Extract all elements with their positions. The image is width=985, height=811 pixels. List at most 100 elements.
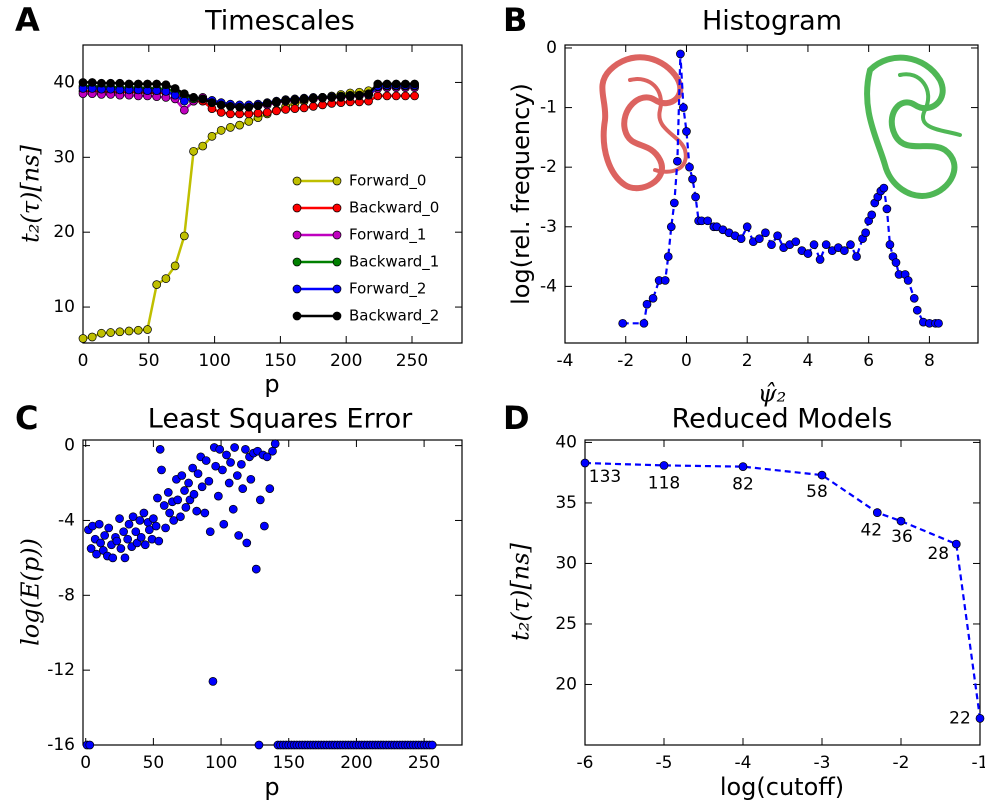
- data-point: [951, 539, 961, 549]
- data-point: [909, 293, 919, 303]
- data-point: [94, 519, 104, 529]
- data-point: [133, 79, 143, 89]
- data-point: [912, 305, 922, 315]
- data-point: [179, 96, 189, 106]
- data-point: [691, 192, 700, 202]
- data-point: [157, 465, 166, 475]
- data-point: [817, 470, 827, 480]
- y-tick-label: -8: [58, 585, 75, 605]
- data-point: [170, 261, 180, 271]
- x-axis-label: p: [264, 370, 279, 398]
- data-point: [235, 120, 244, 130]
- point-label: 28: [927, 544, 949, 564]
- data-point: [115, 78, 125, 88]
- data-point: [155, 445, 165, 454]
- data-point: [401, 91, 410, 101]
- panel-letter: C: [15, 399, 38, 437]
- data-point: [867, 210, 877, 220]
- data-point: [666, 222, 676, 232]
- data-point: [934, 318, 943, 328]
- legend-label: Backward_1: [349, 253, 439, 272]
- plot-frame: [564, 44, 979, 344]
- data-point: [903, 276, 913, 285]
- legend-label: Forward_2: [349, 280, 426, 299]
- data-point: [246, 474, 256, 484]
- data-point: [364, 89, 373, 99]
- data-point: [104, 523, 114, 533]
- data-point: [852, 252, 861, 261]
- x-tick-label: -4: [735, 753, 752, 773]
- x-tick-label: 50: [143, 753, 165, 773]
- data-point: [840, 246, 849, 255]
- data-point: [163, 488, 173, 497]
- data-point: [108, 553, 118, 563]
- data-point: [427, 740, 437, 750]
- data-point: [120, 553, 130, 563]
- data-point: [205, 527, 215, 537]
- data-point: [161, 274, 171, 283]
- data-point: [154, 536, 164, 546]
- data-point: [254, 740, 264, 750]
- x-tick-label: 8: [924, 351, 935, 371]
- data-point: [891, 258, 901, 267]
- x-axis-label: log(cutoff): [720, 773, 844, 801]
- data-point: [290, 104, 300, 113]
- data-point: [318, 93, 327, 102]
- data-point: [308, 93, 318, 103]
- data-point: [100, 531, 110, 540]
- data-point: [198, 141, 208, 151]
- x-axis-label: p: [264, 773, 279, 801]
- data-point: [618, 318, 628, 328]
- data-point: [885, 240, 895, 250]
- data-point: [112, 536, 122, 546]
- data-point: [235, 102, 244, 112]
- data-point: [755, 234, 764, 244]
- data-point: [230, 443, 239, 452]
- data-point: [861, 228, 870, 238]
- data-point: [244, 102, 254, 112]
- data-point: [238, 484, 248, 494]
- data-point: [226, 102, 235, 111]
- data-point: [262, 99, 272, 108]
- plot-frame: [82, 44, 463, 344]
- data-point: [234, 531, 244, 540]
- protein-red: [599, 54, 688, 192]
- x-tick-label: 0: [80, 753, 91, 773]
- y-tick-label: -16: [47, 735, 75, 755]
- y-tick-label: -12: [47, 660, 75, 680]
- data-point: [97, 328, 106, 338]
- data-point: [241, 445, 250, 454]
- legend-marker: [332, 230, 342, 240]
- data-point: [401, 79, 410, 89]
- legend-marker: [292, 176, 302, 186]
- x-tick-label: 150: [264, 351, 296, 371]
- x-tick-label: -2: [617, 351, 634, 371]
- data-point: [87, 332, 97, 342]
- point-label: 22: [949, 708, 971, 728]
- data-point: [96, 538, 105, 548]
- data-point: [207, 98, 217, 108]
- panel: C Least Squares Error p log(E(p)) 0 50 100 150 2…: [15, 399, 463, 801]
- data-point: [327, 93, 337, 102]
- data-point: [281, 105, 291, 114]
- y-tick-label: -2: [540, 157, 557, 177]
- data-point: [703, 216, 713, 226]
- y-tick-label: 25: [555, 614, 577, 634]
- data-point: [85, 740, 95, 750]
- y-tick-label: 30: [555, 553, 577, 573]
- data-point: [345, 91, 355, 101]
- data-point: [308, 102, 318, 111]
- data-point: [131, 527, 141, 537]
- data-point: [272, 106, 281, 116]
- data-point: [149, 514, 158, 523]
- data-point: [648, 293, 658, 303]
- protein-green: [864, 54, 962, 199]
- panel: D Reduced Models log(cutoff) t₂(τ)[ns] -6 -5 -…: [503, 399, 985, 801]
- data-point: [169, 516, 179, 525]
- data-point: [767, 240, 776, 250]
- data-point: [176, 512, 185, 522]
- data-point: [846, 240, 855, 250]
- data-point: [268, 446, 277, 456]
- data-point: [896, 516, 906, 526]
